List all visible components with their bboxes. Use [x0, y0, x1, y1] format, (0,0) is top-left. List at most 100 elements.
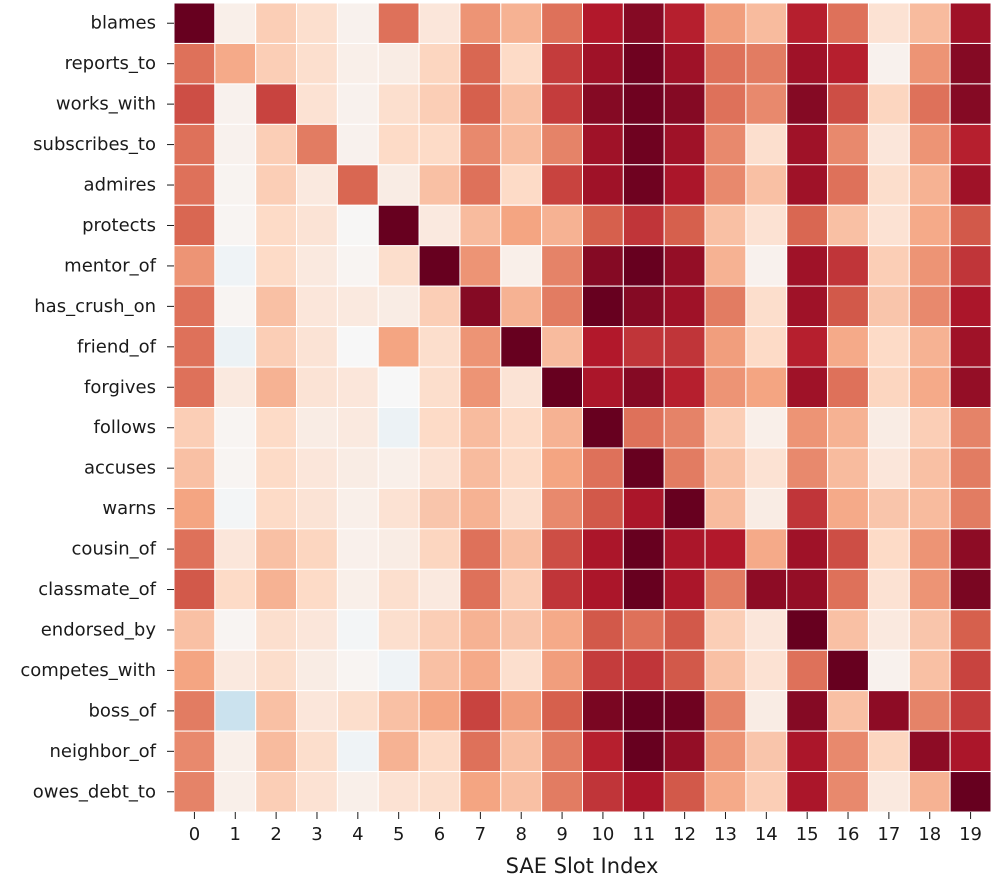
heatmap-cell-subscribes_to-9 — [541, 123, 584, 166]
heatmap-cell-classmate_of-1 — [214, 568, 257, 611]
heatmap-cell-friend_of-3 — [296, 326, 338, 368]
heatmap-cell-competes_with-10 — [582, 649, 624, 692]
x-axis-title: SAE Slot Index — [506, 854, 659, 878]
heatmap-cell-reports_to-16 — [827, 42, 869, 85]
heatmap-cell-accuses-10 — [582, 447, 624, 489]
heatmap-cell-has_crush_on-1 — [214, 285, 257, 328]
heatmap-cell-owes_debt_to-5 — [377, 771, 420, 813]
x-tick-label: 15 — [796, 824, 819, 845]
heatmap-cell-accuses-5 — [377, 447, 420, 489]
heatmap-cell-admires-14 — [745, 164, 788, 206]
heatmap-cell-subscribes_to-13 — [704, 123, 747, 166]
heatmap-cell-accuses-12 — [663, 447, 706, 489]
heatmap-cell-accuses-4 — [336, 447, 379, 489]
heatmap-cell-has_crush_on-7 — [459, 285, 502, 328]
heatmap-cell-endorsed_by-12 — [663, 609, 706, 651]
x-tick-label: 8 — [515, 824, 526, 845]
heatmap-cell-subscribes_to-6 — [418, 123, 461, 166]
heatmap-cell-competes_with-18 — [908, 649, 951, 692]
x-tick-label: 6 — [434, 824, 445, 845]
heatmap-cell-blames-11 — [622, 2, 665, 44]
heatmap-cell-owes_debt_to-17 — [867, 771, 910, 813]
heatmap-cell-classmate_of-8 — [500, 568, 543, 611]
heatmap-cell-admires-10 — [582, 164, 624, 206]
heatmap-cell-neighbor_of-4 — [336, 730, 379, 773]
heatmap-cell-admires-11 — [622, 164, 665, 206]
heatmap-cell-has_crush_on-10 — [582, 285, 624, 328]
heatmap-cell-mentor_of-14 — [745, 245, 788, 287]
heatmap-cell-friend_of-4 — [336, 326, 379, 368]
heatmap-cell-owes_debt_to-3 — [296, 771, 338, 813]
x-tick-label: 13 — [714, 824, 737, 845]
heatmap-cell-protects-19 — [949, 204, 992, 247]
y-tick-label: subscribes_to — [33, 134, 156, 155]
heatmap-cell-works_with-16 — [827, 83, 869, 125]
heatmap-cell-friend_of-10 — [582, 326, 624, 368]
heatmap-cell-neighbor_of-3 — [296, 730, 338, 773]
heatmap-cell-protects-8 — [500, 204, 543, 247]
heatmap-cell-classmate_of-16 — [827, 568, 869, 611]
heatmap-cell-friend_of-11 — [622, 326, 665, 368]
heatmap-cell-neighbor_of-13 — [704, 730, 747, 773]
heatmap-cell-endorsed_by-13 — [704, 609, 747, 651]
heatmap-cell-works_with-8 — [500, 83, 543, 125]
heatmap-cell-competes_with-12 — [663, 649, 706, 692]
heatmap-cell-warns-15 — [786, 487, 829, 530]
x-tick-label: 14 — [755, 824, 778, 845]
heatmap-cell-admires-19 — [949, 164, 992, 206]
heatmap-cell-works_with-2 — [255, 83, 298, 125]
heatmap-cell-endorsed_by-19 — [949, 609, 992, 651]
heatmap-cell-protects-11 — [622, 204, 665, 247]
heatmap-cell-follows-9 — [541, 407, 584, 449]
y-tick-label: friend_of — [77, 336, 157, 357]
heatmap-cell-forgives-15 — [786, 366, 829, 408]
heatmap-cell-follows-7 — [459, 407, 502, 449]
heatmap-cell-reports_to-9 — [541, 42, 584, 85]
heatmap-cell-works_with-11 — [622, 83, 665, 125]
heatmap-cell-protects-9 — [541, 204, 584, 247]
heatmap-cell-cousin_of-17 — [867, 528, 910, 570]
heatmap-cell-subscribes_to-19 — [949, 123, 992, 166]
heatmap-cell-subscribes_to-2 — [255, 123, 298, 166]
heatmap-cell-accuses-6 — [418, 447, 461, 489]
heatmap-cell-owes_debt_to-9 — [541, 771, 584, 813]
heatmap-cell-friend_of-8 — [500, 326, 543, 368]
heatmap-cell-owes_debt_to-13 — [704, 771, 747, 813]
heatmap-cell-forgives-1 — [214, 366, 257, 408]
heatmap-cell-subscribes_to-8 — [500, 123, 543, 166]
heatmap-cell-friend_of-19 — [949, 326, 992, 368]
heatmap-cell-accuses-13 — [704, 447, 747, 489]
heatmap-cell-classmate_of-5 — [377, 568, 420, 611]
heatmap-cell-competes_with-14 — [745, 649, 788, 692]
heatmap-cell-blames-1 — [214, 2, 257, 44]
heatmap-cell-protects-13 — [704, 204, 747, 247]
heatmap-cell-mentor_of-11 — [622, 245, 665, 287]
heatmap-cell-has_crush_on-3 — [296, 285, 338, 328]
heatmap-cell-reports_to-8 — [500, 42, 543, 85]
heatmap-cell-accuses-2 — [255, 447, 298, 489]
heatmap-cell-neighbor_of-18 — [908, 730, 951, 773]
heatmap-cell-forgives-12 — [663, 366, 706, 408]
heatmap-cell-protects-3 — [296, 204, 338, 247]
y-axis-ticks: blames reports_to works_with subscribes_toa… — [20, 13, 174, 802]
heatmap-cell-protects-1 — [214, 204, 257, 247]
heatmap-cell-boss_of-14 — [745, 690, 788, 732]
heatmap-cell-friend_of-15 — [786, 326, 829, 368]
heatmap-cell-friend_of-1 — [214, 326, 257, 368]
heatmap-cell-owes_debt_to-14 — [745, 771, 788, 813]
heatmap-cell-works_with-18 — [908, 83, 951, 125]
heatmap-cell-protects-2 — [255, 204, 298, 247]
heatmap-cell-competes_with-1 — [214, 649, 257, 692]
heatmap-cell-accuses-9 — [541, 447, 584, 489]
heatmap-cell-follows-0 — [173, 407, 216, 449]
heatmap-cell-forgives-7 — [459, 366, 502, 408]
heatmap-cell-endorsed_by-17 — [867, 609, 910, 651]
heatmap-cell-mentor_of-2 — [255, 245, 298, 287]
heatmap-cell-protects-6 — [418, 204, 461, 247]
heatmap-cell-follows-4 — [336, 407, 379, 449]
heatmap-cell-competes_with-6 — [418, 649, 461, 692]
heatmap-cell-competes_with-7 — [459, 649, 502, 692]
heatmap-cell-follows-19 — [949, 407, 992, 449]
heatmap-cell-follows-10 — [582, 407, 624, 449]
heatmap-cell-has_crush_on-15 — [786, 285, 829, 328]
